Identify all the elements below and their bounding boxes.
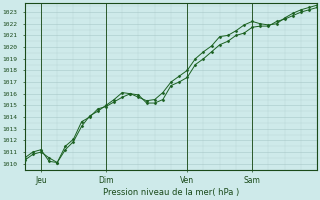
X-axis label: Pression niveau de la mer( hPa ): Pression niveau de la mer( hPa ) — [103, 188, 239, 197]
